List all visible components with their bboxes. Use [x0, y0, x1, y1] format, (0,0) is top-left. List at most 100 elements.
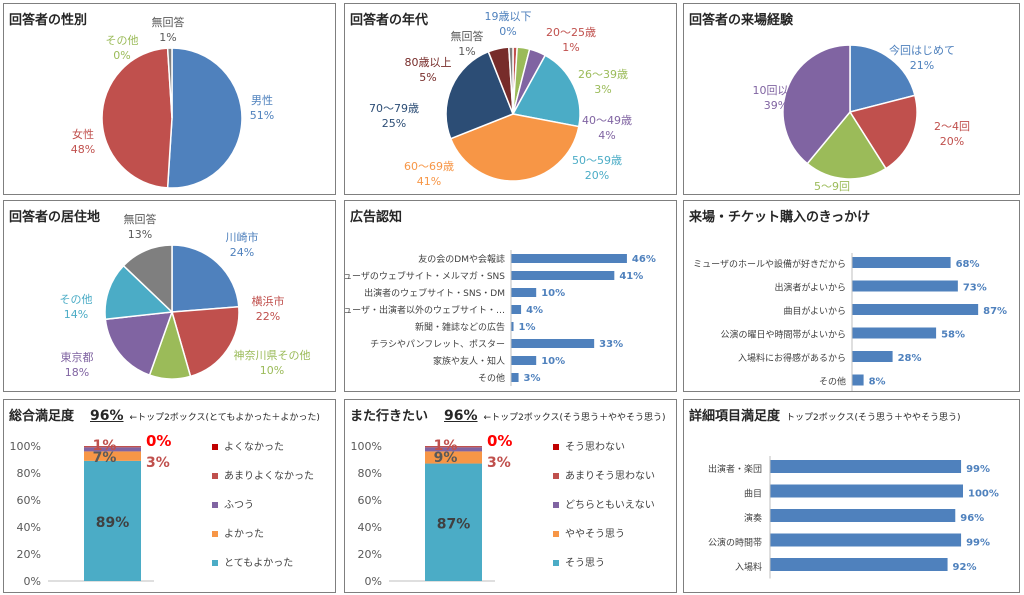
slice-value: 20%	[940, 135, 964, 148]
bar	[511, 322, 514, 331]
overall-stacked-chart: 0% 20% 40% 60% 80% 100% 89% 7%1% 3% 0% よくなかったあまりよく…	[10, 432, 314, 588]
bar	[511, 305, 522, 314]
value-label: 3%	[524, 373, 541, 384]
slice-value: 4%	[598, 129, 615, 142]
slice-label: 70～79歳	[369, 102, 419, 115]
y-tick-label: 20%	[358, 548, 382, 561]
slice-value: 25%	[382, 117, 406, 130]
category-label: 出演者がよいから	[774, 282, 846, 294]
bar	[852, 257, 951, 268]
panel-title: 回答者の年代	[350, 13, 429, 28]
panel-gender: 回答者の性別 男性 51% 女性 48% その他 0% 無回答 1%	[3, 3, 336, 195]
value-label: 4%	[526, 305, 543, 316]
category-label: 新聞・雑誌などの広告	[415, 321, 505, 333]
bar	[511, 356, 537, 365]
bar	[770, 509, 956, 522]
value-label: 99%	[966, 538, 990, 549]
category-label: ミューザのホールや設備が好きだから	[693, 258, 846, 270]
bar	[852, 280, 958, 292]
category-label: 公演の曜日や時間帯がよいから	[720, 329, 846, 341]
stack-segment	[425, 446, 482, 448]
legend-swatch	[212, 444, 218, 450]
trigger-bar-chart: ミューザのホールや設備が好きだから 68% 出演者がよいから 73% 曲目がよいから 87…	[693, 253, 1007, 391]
panel-title: 回答者の来場経験	[689, 13, 794, 28]
y-tick-label: 0%	[365, 575, 382, 588]
panel-ad: 広告認知 友の会のDMや会報誌 46% ミューザのウェブサイト・メルマガ・SNS 41…	[344, 200, 677, 392]
panel-title: 広告認知	[350, 210, 403, 225]
slice-label: 川崎市	[226, 230, 259, 244]
slice-label: 無回答	[124, 212, 157, 226]
bar	[511, 373, 519, 382]
y-tick-label: 20%	[17, 548, 41, 561]
category-label: 出演者のウェブサイト・SNS・DM	[364, 287, 505, 299]
y-tick-label: 40%	[358, 521, 382, 534]
slice-value: 10%	[260, 364, 284, 377]
bar	[770, 460, 962, 473]
pie-slice	[171, 244, 240, 313]
slice-label: その他	[60, 293, 93, 306]
stack-segment	[84, 451, 141, 461]
bar	[511, 288, 537, 297]
age-pie-chart: 19歳以下 0% 20～25歳 1% 26～39歳 3% 40～49歳 4% 50～59歳 20%…	[369, 10, 632, 188]
slice-label: 横浜市	[252, 294, 285, 308]
stack-segment	[425, 447, 482, 452]
legend-label: あまりよくなかった	[224, 470, 314, 482]
y-tick-label: 60%	[17, 494, 41, 507]
y-tick-label: 60%	[358, 494, 382, 507]
segment-value-label: 3%	[487, 455, 511, 471]
panel-title: 総合満足度 96% ←トップ2ボックス(とてもよかった＋よかった)	[9, 405, 320, 424]
panel-revisit: また行きたい 96% ←トップ2ボックス(そう思う＋ややそう思う) 0% 20% 40%…	[344, 399, 677, 593]
slice-value: 1%	[458, 45, 475, 58]
slice-label: 5～9回	[814, 180, 850, 193]
legend-label: よかった	[224, 528, 264, 540]
legend-label: あまりそう思わない	[565, 470, 655, 482]
slice-label: 80歳以上	[405, 56, 452, 69]
category-label: 公演の時間帯	[708, 537, 762, 549]
pie-slice	[511, 54, 581, 128]
category-label: その他	[478, 372, 505, 384]
stack-segment	[84, 447, 141, 452]
pie-slice	[166, 47, 173, 119]
slice-value: 14%	[64, 308, 88, 321]
legend-swatch	[553, 502, 559, 508]
pie-slice	[104, 264, 174, 321]
slice-label: 26～39歳	[578, 68, 628, 81]
slice-label: 無回答	[451, 29, 484, 43]
legend-swatch	[212, 560, 218, 566]
value-label: 100%	[968, 489, 999, 500]
panel-title: 回答者の居住地	[9, 210, 101, 225]
segment-value-label: 0%	[487, 432, 512, 450]
slice-value: 41%	[417, 175, 441, 188]
bar	[852, 374, 864, 386]
slice-label: 20～25歳	[546, 26, 596, 39]
panel-residence: 回答者の居住地 川崎市 24% 横浜市 22% 神奈川県その他 10% 東京都 18% その他 1…	[3, 200, 336, 392]
legend-label: よくなかった	[224, 441, 284, 453]
slice-value: 51%	[250, 109, 274, 122]
slice-label: 今回はじめて	[889, 43, 955, 57]
segment-value-label: 1%	[434, 438, 458, 454]
bar	[770, 484, 963, 498]
value-label: 99%	[966, 464, 990, 475]
top2-percent: 96%	[90, 408, 124, 424]
revisit-stacked-chart: 0% 20% 40% 60% 80% 100% 87% 9%1% 3% 0% そう思わないあまりそう…	[351, 432, 655, 588]
slice-label: その他	[106, 34, 139, 47]
legend-label: どちらともいえない	[565, 499, 655, 511]
legend-label: ふつう	[224, 499, 254, 511]
category-label: 出演者・楽団	[708, 463, 762, 475]
slice-label: 19歳以下	[485, 10, 532, 23]
legend-swatch	[553, 560, 559, 566]
category-label: 家族や友人・知人	[433, 355, 505, 367]
value-label: 10%	[541, 288, 565, 299]
legend-swatch	[212, 473, 218, 479]
pie-slice	[848, 94, 918, 170]
panel-title: 回答者の性別	[9, 13, 88, 28]
panel-title-text: 詳細項目満足度	[689, 409, 781, 424]
pie-slice	[449, 113, 580, 182]
value-label: 68%	[956, 259, 980, 270]
value-label: 1%	[519, 322, 536, 333]
top2-note: トップ2ボックス(そう思う＋ややそう思う)	[786, 413, 961, 423]
panel-age: 回答者の年代 19歳以下 0% 20～25歳 1% 26～39歳 3% 40～49歳 4% 50…	[344, 3, 677, 195]
bar	[511, 271, 615, 280]
slice-value: 1%	[562, 41, 579, 54]
stack-segment	[425, 463, 482, 581]
